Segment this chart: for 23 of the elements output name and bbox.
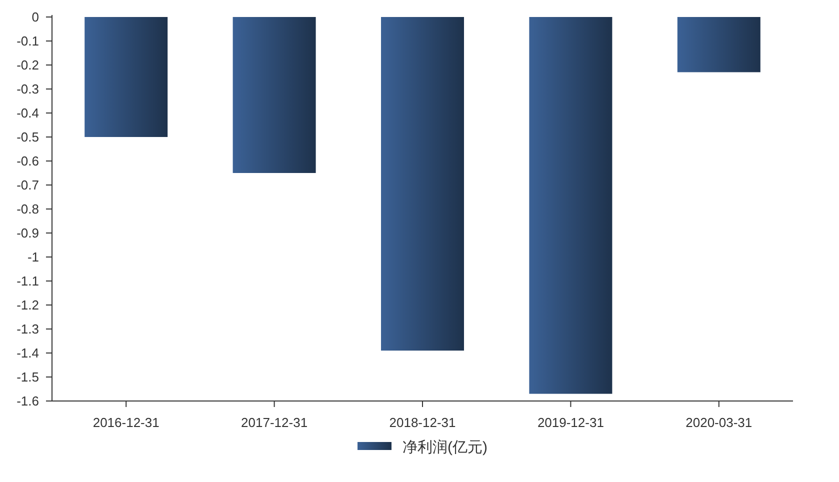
legend-label: 净利润(亿元) — [402, 439, 488, 456]
y-tick-label: -1.4 — [16, 346, 39, 360]
y-tick-label: -0.7 — [16, 178, 39, 192]
y-tick-label: -1.5 — [16, 370, 39, 384]
x-tick-label: 2016-12-31 — [92, 415, 160, 430]
y-tick-label: -0.9 — [16, 226, 39, 240]
y-tick-label: -0.8 — [16, 202, 39, 216]
y-tick-label: -1.6 — [16, 394, 39, 408]
x-tick-label: 2017-12-31 — [241, 415, 308, 430]
y-tick-label: -0.1 — [16, 34, 39, 48]
y-tick-label: -1.3 — [16, 322, 39, 336]
y-tick-label: -1.1 — [16, 274, 39, 288]
y-tick-label: -1.2 — [16, 298, 39, 312]
y-tick-label: -0.4 — [16, 106, 39, 120]
x-tick-label: 2018-12-31 — [389, 415, 456, 430]
y-tick-label: -0.2 — [16, 58, 39, 72]
x-tick-label: 2019-12-31 — [537, 415, 604, 430]
y-tick-label: -1 — [27, 250, 39, 264]
y-tick-label: -0.3 — [16, 82, 39, 96]
y-tick-label: -0.5 — [16, 130, 39, 144]
x-tick-label: 2020-03-31 — [686, 415, 752, 430]
y-tick-label: 0 — [32, 10, 39, 24]
y-tick-label: -0.6 — [16, 154, 39, 168]
